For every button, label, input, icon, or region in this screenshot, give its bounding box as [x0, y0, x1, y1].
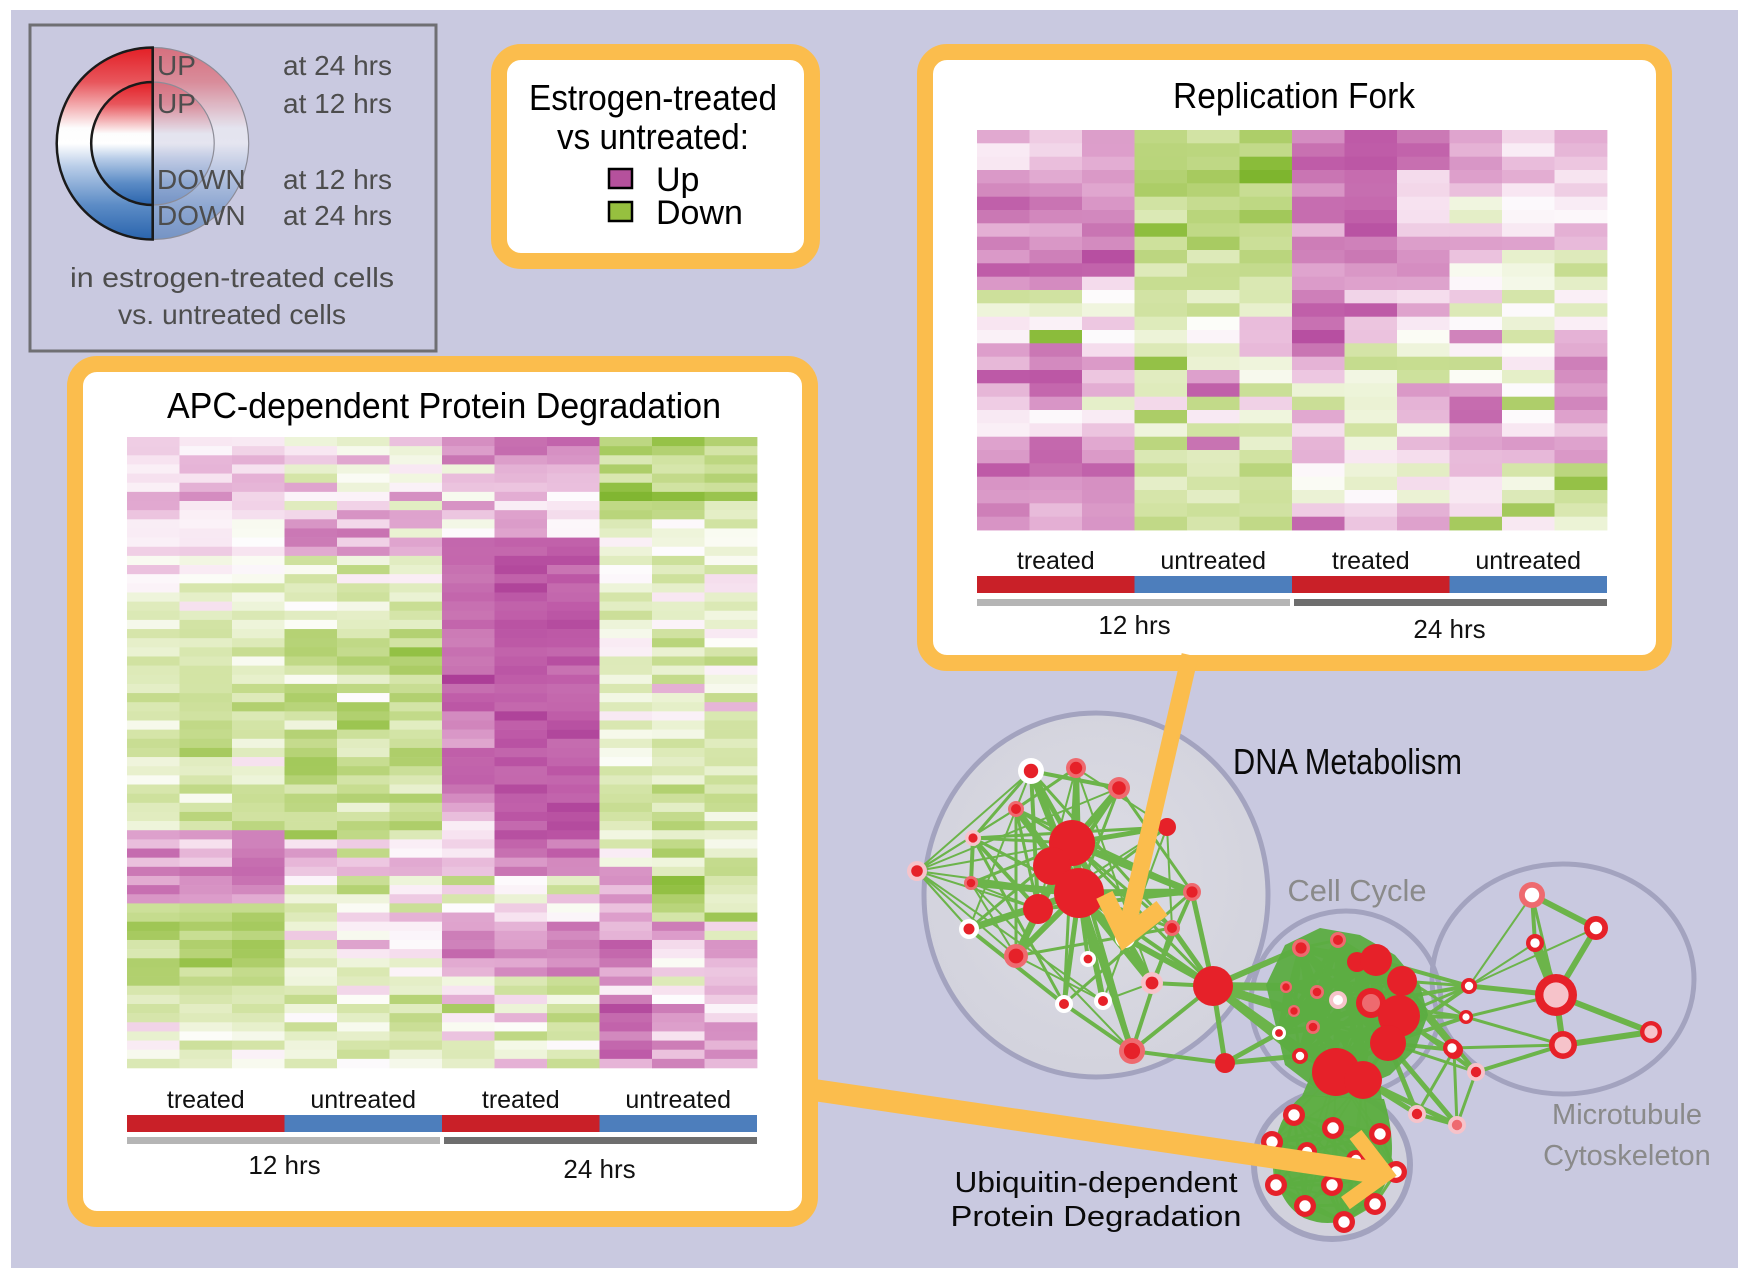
- svg-text:24 hrs: 24 hrs: [563, 1154, 635, 1184]
- svg-text:APC-dependent Protein Degradat: APC-dependent Protein Degradation: [167, 385, 721, 426]
- svg-text:untreated: untreated: [1475, 547, 1581, 575]
- svg-text:24 hrs: 24 hrs: [1413, 614, 1485, 644]
- svg-text:Cytoskeleton: Cytoskeleton: [1543, 1140, 1711, 1172]
- svg-text:at 24 hrs: at 24 hrs: [283, 200, 392, 231]
- svg-text:untreated: untreated: [1160, 547, 1266, 575]
- svg-text:Down: Down: [656, 194, 743, 232]
- svg-text:untreated: untreated: [625, 1086, 731, 1114]
- svg-text:treated: treated: [1332, 547, 1410, 575]
- svg-text:in estrogen-treated cells: in estrogen-treated cells: [70, 262, 394, 293]
- svg-text:vs untreated:: vs untreated:: [557, 116, 749, 157]
- svg-text:Ubiquitin-dependent: Ubiquitin-dependent: [955, 1167, 1238, 1199]
- svg-text:at 12 hrs: at 12 hrs: [283, 164, 392, 195]
- svg-text:DOWN: DOWN: [157, 164, 246, 195]
- svg-text:12 hrs: 12 hrs: [1098, 610, 1170, 640]
- svg-text:Microtubule: Microtubule: [1552, 1099, 1702, 1131]
- svg-text:UP: UP: [157, 88, 196, 119]
- svg-text:DOWN: DOWN: [157, 200, 246, 231]
- svg-text:vs. untreated cells: vs. untreated cells: [118, 299, 346, 330]
- svg-text:Protein Degradation: Protein Degradation: [951, 1201, 1242, 1233]
- svg-text:DNA Metabolism: DNA Metabolism: [1233, 741, 1462, 782]
- svg-text:Up: Up: [656, 161, 699, 199]
- svg-text:UP: UP: [157, 50, 196, 81]
- svg-text:12 hrs: 12 hrs: [248, 1150, 320, 1180]
- svg-text:untreated: untreated: [310, 1086, 416, 1114]
- svg-text:treated: treated: [167, 1086, 245, 1114]
- svg-text:Cell Cycle: Cell Cycle: [1288, 873, 1427, 908]
- svg-text:at 12 hrs: at 12 hrs: [283, 88, 392, 119]
- svg-text:treated: treated: [1017, 547, 1095, 575]
- svg-text:Replication Fork: Replication Fork: [1173, 75, 1416, 116]
- svg-text:Estrogen-treated: Estrogen-treated: [529, 77, 777, 118]
- svg-text:treated: treated: [482, 1086, 560, 1114]
- svg-text:at 24 hrs: at 24 hrs: [283, 50, 392, 81]
